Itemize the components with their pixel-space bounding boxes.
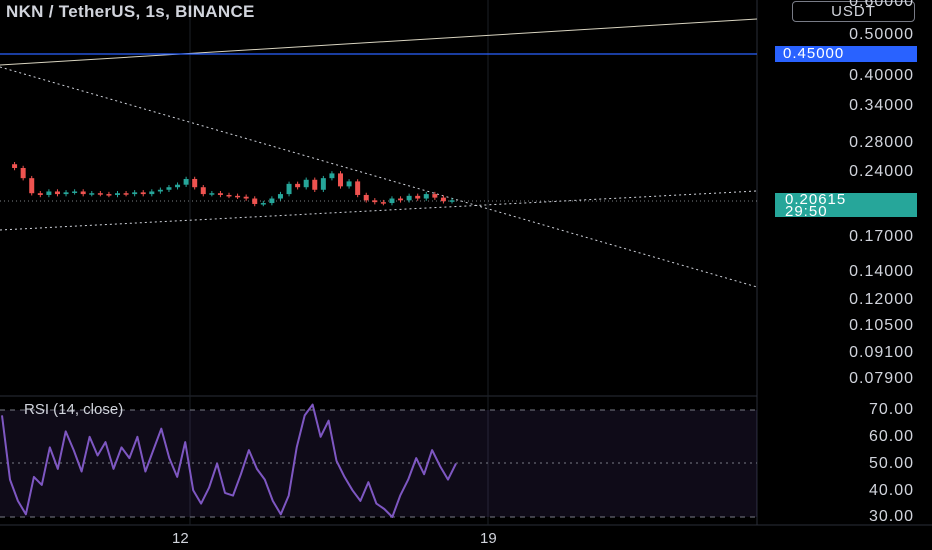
candle-body [312,179,318,190]
candle-body [166,187,172,190]
price-axis-label: 0.07900 [849,370,914,387]
candle-body [115,193,120,195]
trendline-descending-dotted[interactable] [0,66,758,288]
candle-body [132,192,138,195]
price-axis-label: 0.50000 [849,26,914,43]
candle-body [346,181,352,187]
candle-body [175,184,181,188]
candle-body [226,194,232,197]
currency-badge[interactable]: USDT [792,1,915,22]
rsi-axis-label: 30.00 [868,508,914,525]
candle-body [149,191,155,195]
rsi-indicator-label[interactable]: RSI (14, close) [24,401,124,418]
price-axis-label: 0.10500 [849,317,914,334]
rsi-axis-label: 60.00 [868,428,914,445]
price-axis-label: 0.28000 [849,134,914,151]
current-price-badge[interactable]: 0.20615 29:50 [775,191,917,220]
candle-body [355,181,361,195]
candle-body [54,191,60,195]
candle-body [157,189,163,192]
candle-body [440,197,446,202]
candle-body [286,183,292,195]
horizontal-line-price-badge[interactable]: 0.45000 [775,46,917,62]
candle-body [106,194,112,196]
candle-body [320,178,326,190]
candle-body [423,194,429,199]
candle-body [432,194,438,198]
candle-body [415,195,421,199]
candle-body [406,195,412,201]
candle-body [269,198,275,204]
candle-body [295,183,301,188]
candle-body [29,178,35,194]
price-axis-label: 0.17000 [849,228,914,245]
candle-body [338,173,343,187]
price-axis-label: 0.34000 [849,97,914,114]
candle-body [200,187,206,195]
trendline-upper-solid[interactable] [0,18,758,66]
candle-body [97,193,103,195]
candle-body [12,164,18,168]
candle-body [329,173,335,179]
candle-body [372,200,378,203]
candle-body [72,191,78,193]
candle-body [277,194,283,199]
candle-body [183,178,189,185]
price-axis-label: 0.24000 [849,163,914,180]
current-price-value: 0.20615 [785,191,847,208]
price-axis-label: 0.60000 [849,0,914,10]
time-axis-label: 19 [480,530,497,547]
candle-body [46,191,52,195]
candle-body [398,198,404,201]
candlestick-series [12,162,455,207]
candle-body [89,193,95,195]
candle-body [235,195,241,198]
candle-body [217,193,223,195]
candle-body [243,196,249,199]
trendline-ascending-dotted[interactable] [0,190,758,231]
candle-body [363,194,369,201]
candle-body [449,200,455,202]
candle-body [389,198,395,204]
candle-body [209,193,215,195]
bar-countdown: 29:50 [785,203,828,220]
price-axis-label: 0.40000 [849,67,914,84]
candle-body [140,192,146,195]
candle-body [380,202,386,204]
candle-body [252,198,258,204]
candle-body [303,179,309,188]
price-axis-label: 0.09100 [849,344,914,361]
candle-body [192,178,198,188]
price-axis-label: 0.12000 [849,291,914,308]
rsi-line [1,403,457,518]
candle-body [123,193,129,195]
price-axis-label: 0.14000 [849,263,914,280]
candle-body [63,192,69,195]
candle-body [260,203,266,205]
candle-body [80,191,86,195]
chart-title[interactable]: NKN / TetherUS, 1s, BINANCE [6,2,255,21]
rsi-axis-label: 50.00 [868,455,914,472]
candle-body [20,167,26,179]
time-axis-label: 12 [172,530,189,547]
rsi-axis-label: 70.00 [868,401,914,418]
rsi-axis-label: 40.00 [868,482,914,499]
candle-body [37,193,43,195]
